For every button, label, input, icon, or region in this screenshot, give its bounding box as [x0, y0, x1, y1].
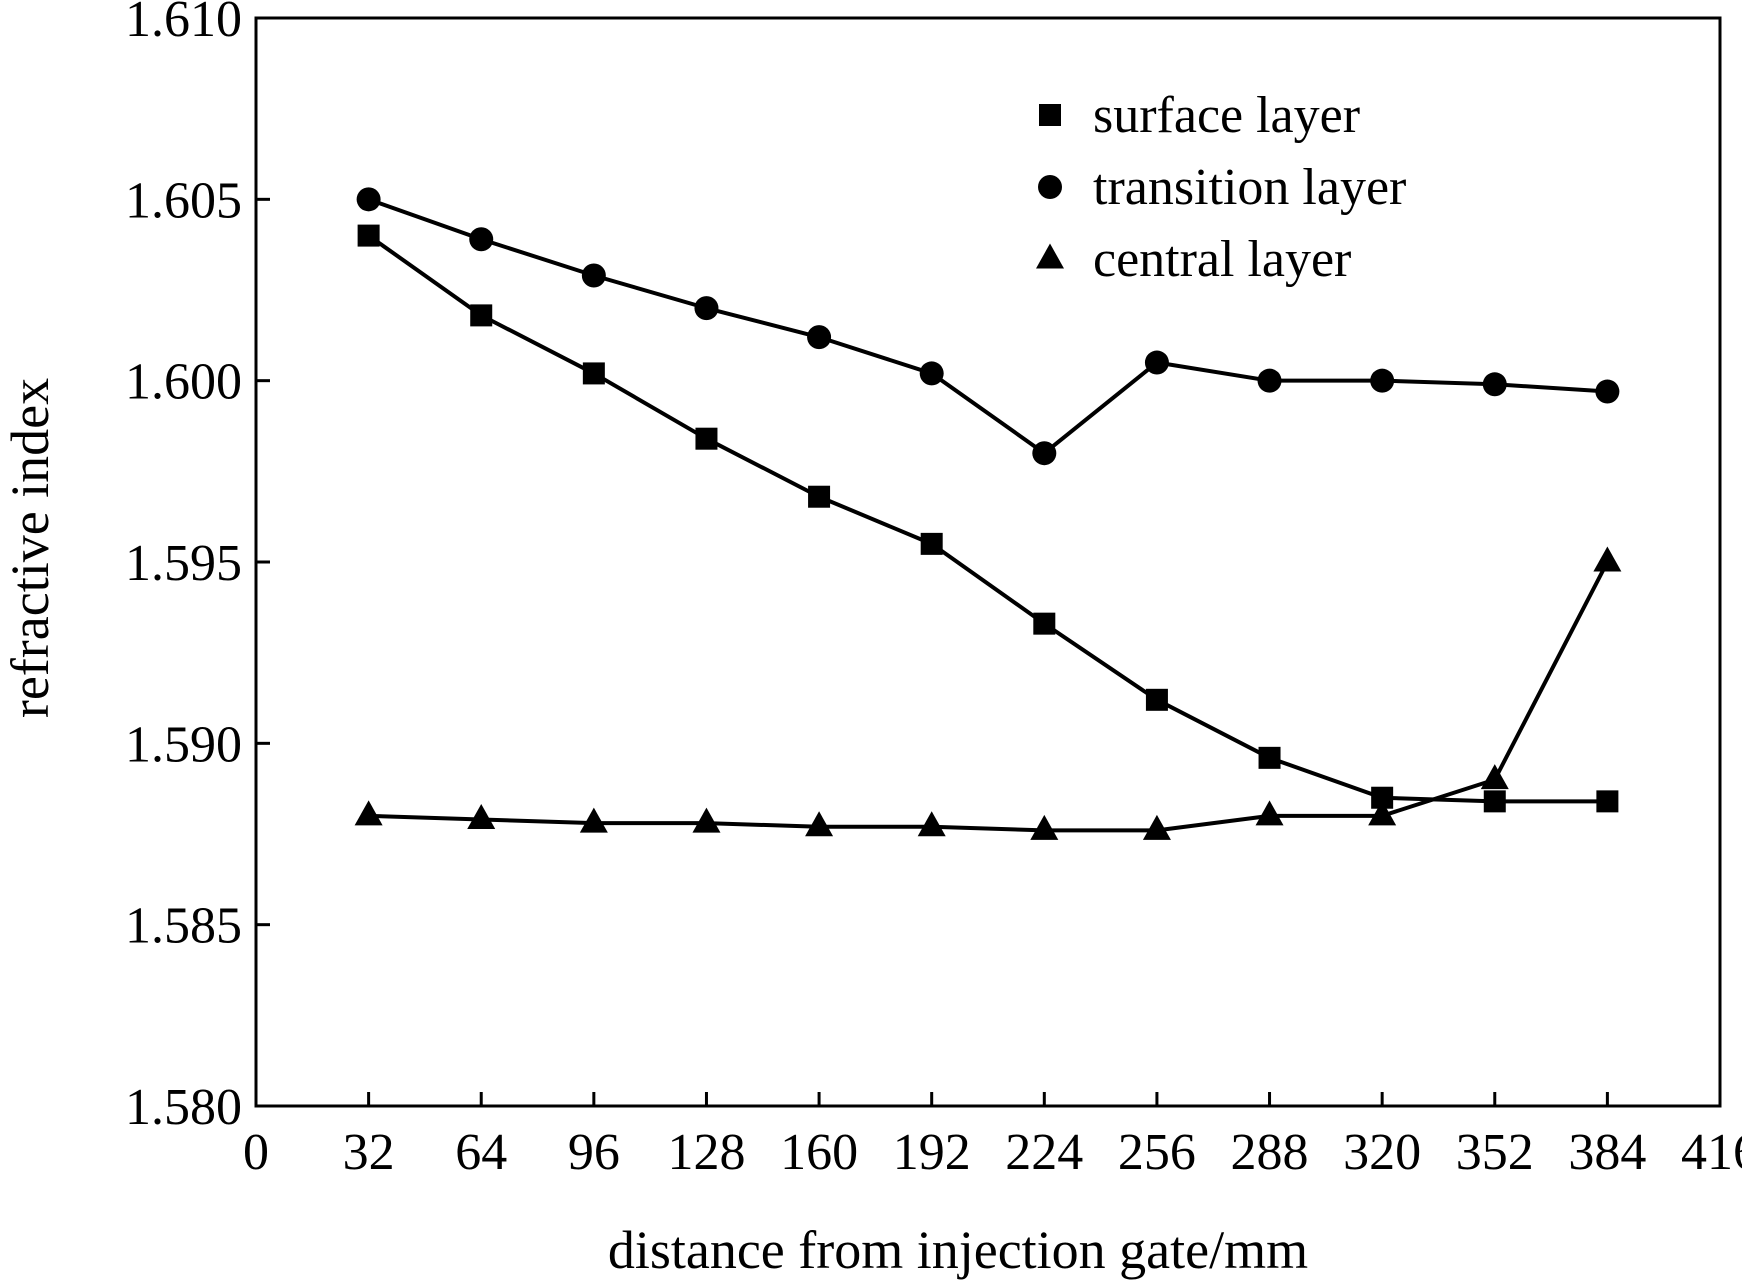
data-point-transition-layer: [1370, 368, 1395, 393]
x-tick-label: 96: [568, 1124, 620, 1181]
data-point-surface-layer: [1371, 786, 1394, 809]
x-tick-label: 64: [455, 1124, 507, 1181]
x-tick-label: 352: [1456, 1124, 1534, 1181]
legend-label-surface-layer: surface layer: [1093, 87, 1360, 144]
x-tick-label: 288: [1231, 1124, 1309, 1181]
data-point-central-layer: [917, 811, 946, 837]
legend-marker-surface-layer: [1039, 104, 1061, 126]
data-point-transition-layer: [356, 187, 381, 212]
data-point-central-layer: [805, 811, 834, 837]
data-point-transition-layer: [1144, 350, 1169, 375]
x-tick-label: 32: [343, 1124, 395, 1181]
y-tick-label: 1.595: [125, 535, 242, 592]
series-line-transition-layer: [367, 197, 1608, 456]
legend-marker-transition-layer: [1038, 175, 1062, 199]
data-point-surface-layer: [1258, 746, 1281, 769]
data-point-surface-layer: [1145, 688, 1168, 711]
legend: surface layer transition layer central lay…: [1036, 87, 1406, 288]
x-tick-label: 384: [1568, 1124, 1646, 1181]
data-point-surface-layer: [582, 362, 605, 385]
y-axis-title: refractive index: [0, 378, 60, 718]
data-point-surface-layer: [808, 485, 831, 508]
data-point-surface-layer: [920, 532, 943, 555]
data-point-surface-layer: [357, 224, 380, 247]
x-tick-label: 192: [893, 1124, 971, 1181]
series-line-central-layer: [368, 561, 1610, 833]
data-point-central-layer: [1142, 814, 1171, 840]
data-point-surface-layer: [695, 427, 718, 450]
data-point-surface-layer: [1596, 790, 1619, 813]
x-tick-label: 224: [1005, 1124, 1083, 1181]
x-tick-label: 416: [1681, 1124, 1742, 1181]
y-tick-label: 1.585: [125, 898, 242, 955]
x-axis-title: distance from injection gate/mm: [608, 1220, 1308, 1280]
data-point-transition-layer: [1032, 441, 1057, 466]
data-point-transition-layer: [919, 361, 944, 386]
series-markers: [354, 187, 1622, 840]
x-tick-label: 256: [1118, 1124, 1196, 1181]
data-point-surface-layer: [1483, 790, 1506, 813]
data-point-transition-layer: [581, 263, 606, 288]
legend-label-transition-layer: transition layer: [1093, 159, 1406, 216]
data-point-central-layer: [1030, 814, 1059, 840]
x-tick-label: 160: [780, 1124, 858, 1181]
data-point-transition-layer: [1257, 368, 1282, 393]
legend-marker-central-layer: [1036, 243, 1064, 269]
y-tick-label: 1.600: [125, 354, 242, 411]
data-point-central-layer: [1480, 764, 1509, 790]
data-point-central-layer: [1255, 800, 1284, 826]
data-point-central-layer: [1368, 800, 1397, 826]
x-tick-label: 0: [243, 1124, 269, 1181]
x-tick-label: 128: [667, 1124, 745, 1181]
data-point-transition-layer: [807, 325, 832, 350]
series-line-surface-layer: [367, 233, 1608, 804]
data-point-central-layer: [692, 807, 721, 833]
y-tick-label: 1.580: [125, 1079, 242, 1136]
data-point-central-layer: [579, 807, 608, 833]
data-point-transition-layer: [1595, 379, 1620, 404]
y-tick-label: 1.590: [125, 716, 242, 773]
data-point-transition-layer: [469, 227, 494, 252]
legend-label-central-layer: central layer: [1093, 231, 1351, 288]
data-point-central-layer: [467, 803, 496, 829]
data-point-surface-layer: [1033, 612, 1056, 635]
data-point-central-layer: [1593, 546, 1622, 572]
y-tick-label: 1.610: [125, 0, 242, 48]
data-point-central-layer: [354, 800, 383, 826]
data-point-transition-layer: [1482, 372, 1507, 397]
x-tick-label: 320: [1343, 1124, 1421, 1181]
y-tick-label: 1.605: [125, 172, 242, 229]
axis-ticks: 0 32 64 96 128 160 192 224 256 288 320 352 384 416 1.5…: [125, 0, 1742, 1181]
series-lines: [367, 197, 1610, 833]
data-point-surface-layer: [470, 304, 493, 327]
data-point-transition-layer: [694, 296, 719, 321]
